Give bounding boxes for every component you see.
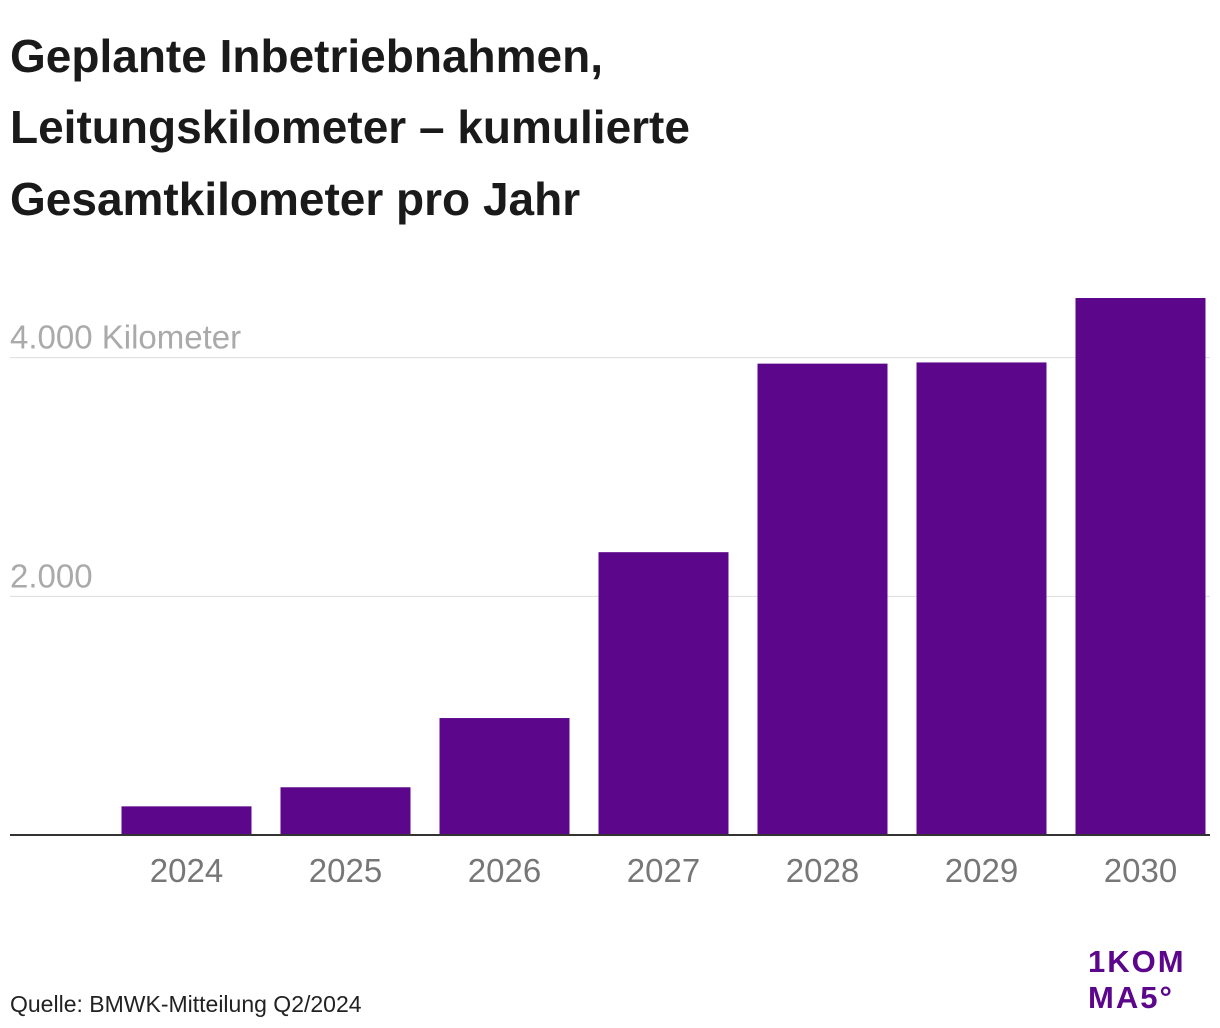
x-tick-label: 2029 [945, 852, 1018, 889]
chart-title: Gesamtkilometer pro Jahr [10, 173, 580, 225]
x-tick-label: 2025 [309, 852, 382, 889]
x-tick-label: 2024 [150, 852, 223, 889]
bar [916, 362, 1047, 835]
x-tick-label: 2026 [468, 852, 541, 889]
source: Quelle: BMWK-Mitteilung Q2/2024 [10, 991, 362, 1017]
x-tick-label: 2027 [627, 852, 700, 889]
chart-title: Geplante Inbetriebnahmen, [10, 30, 603, 82]
logo: MA5° [1088, 980, 1174, 1015]
logo: 1KOM [1088, 944, 1186, 979]
bar [1075, 298, 1206, 835]
bar [121, 806, 252, 835]
y-tick-label: 2.000 [10, 557, 93, 594]
bar [598, 552, 729, 835]
x-tick-label: 2028 [786, 852, 859, 889]
bar [757, 363, 888, 835]
y-tick-label: 4.000 Kilometer [10, 319, 241, 356]
x-tick-label: 2030 [1104, 852, 1177, 889]
bar [439, 718, 570, 835]
chart-title: Leitungskilometer – kumulierte [10, 101, 690, 153]
bar [280, 787, 411, 835]
